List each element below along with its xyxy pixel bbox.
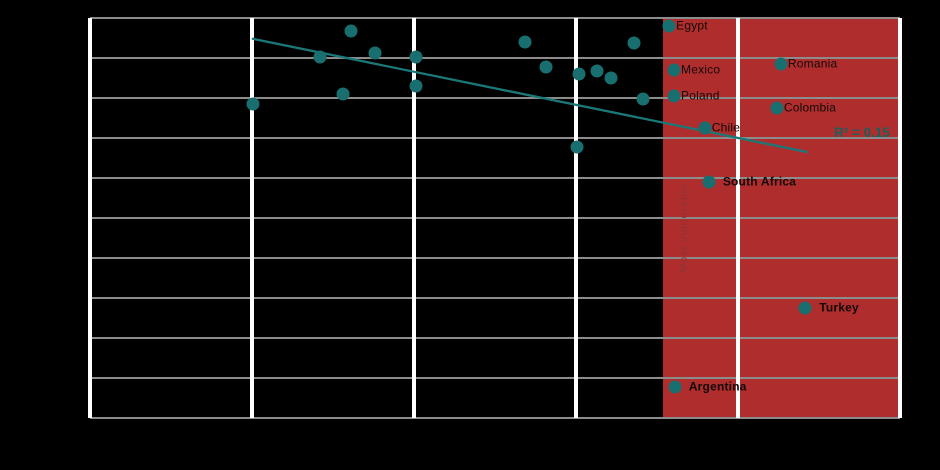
horizontal-gridline [90, 377, 900, 379]
r-squared-label: R² = 0.15 [834, 125, 890, 140]
scatter-dot [627, 36, 641, 50]
vertical-gridline [88, 18, 92, 418]
scatter-dot [572, 67, 586, 81]
horizontal-gridline [90, 417, 900, 419]
vertical-gridline [412, 18, 416, 418]
scatter-dot-egypt [662, 19, 676, 33]
scatter-dot-argentina [668, 380, 682, 394]
scatter-dot [368, 46, 382, 60]
vertical-gridline [898, 18, 902, 418]
scatter-dot [636, 92, 650, 106]
trendline-line [251, 37, 808, 154]
dot-label-turkey: Turkey [819, 300, 859, 315]
horizontal-gridline [90, 257, 900, 259]
scatter-dot [409, 50, 423, 64]
horizontal-gridline [90, 57, 900, 59]
scatter-dot [336, 87, 350, 101]
scatter-dot-colombia [770, 101, 784, 115]
horizontal-gridline [90, 137, 900, 139]
scatter-dot [570, 140, 584, 154]
scatter-dot [518, 35, 532, 49]
scatter-dot-chile [698, 121, 712, 135]
scatter-dot [344, 24, 358, 38]
scatter-dot-mexico [667, 63, 681, 77]
horizontal-gridline [90, 217, 900, 219]
horizontal-gridline [90, 177, 900, 179]
dot-label-south-africa: South Africa [722, 174, 797, 189]
scatter-dot [539, 60, 553, 74]
scatter-dot-poland [667, 89, 681, 103]
vertical-gridline [736, 18, 740, 418]
trendline [251, 37, 808, 154]
dot-label-romania: Romania [787, 56, 838, 71]
horizontal-gridline [90, 337, 900, 339]
dot-label-poland: Poland [681, 88, 720, 103]
scatter-dot [604, 71, 618, 85]
dot-label-egypt: Egypt [676, 18, 708, 33]
scatter-dot-turkey [798, 301, 812, 315]
scatter-dot [246, 97, 260, 111]
dot-label-mexico: Mexico [681, 62, 721, 77]
scatter-dot [409, 79, 423, 93]
horizontal-gridline [90, 97, 900, 99]
horizontal-gridline [90, 17, 900, 19]
scatter-dot-romania [774, 57, 788, 71]
dot-label-chile: Chile [711, 120, 741, 135]
scatter-dot-south-africa [702, 175, 716, 189]
dot-label-colombia: Colombia [783, 100, 837, 115]
horizontal-gridline [90, 297, 900, 299]
scatter-dot [590, 64, 604, 78]
vertical-gridline [574, 18, 578, 418]
plot-area: Most vulnerable R² = 0.15 Egypt Mexico Pol… [88, 17, 902, 419]
scatter-dot [313, 50, 327, 64]
dot-label-argentina: Argentina [688, 379, 747, 394]
vertical-gridline [250, 18, 254, 418]
